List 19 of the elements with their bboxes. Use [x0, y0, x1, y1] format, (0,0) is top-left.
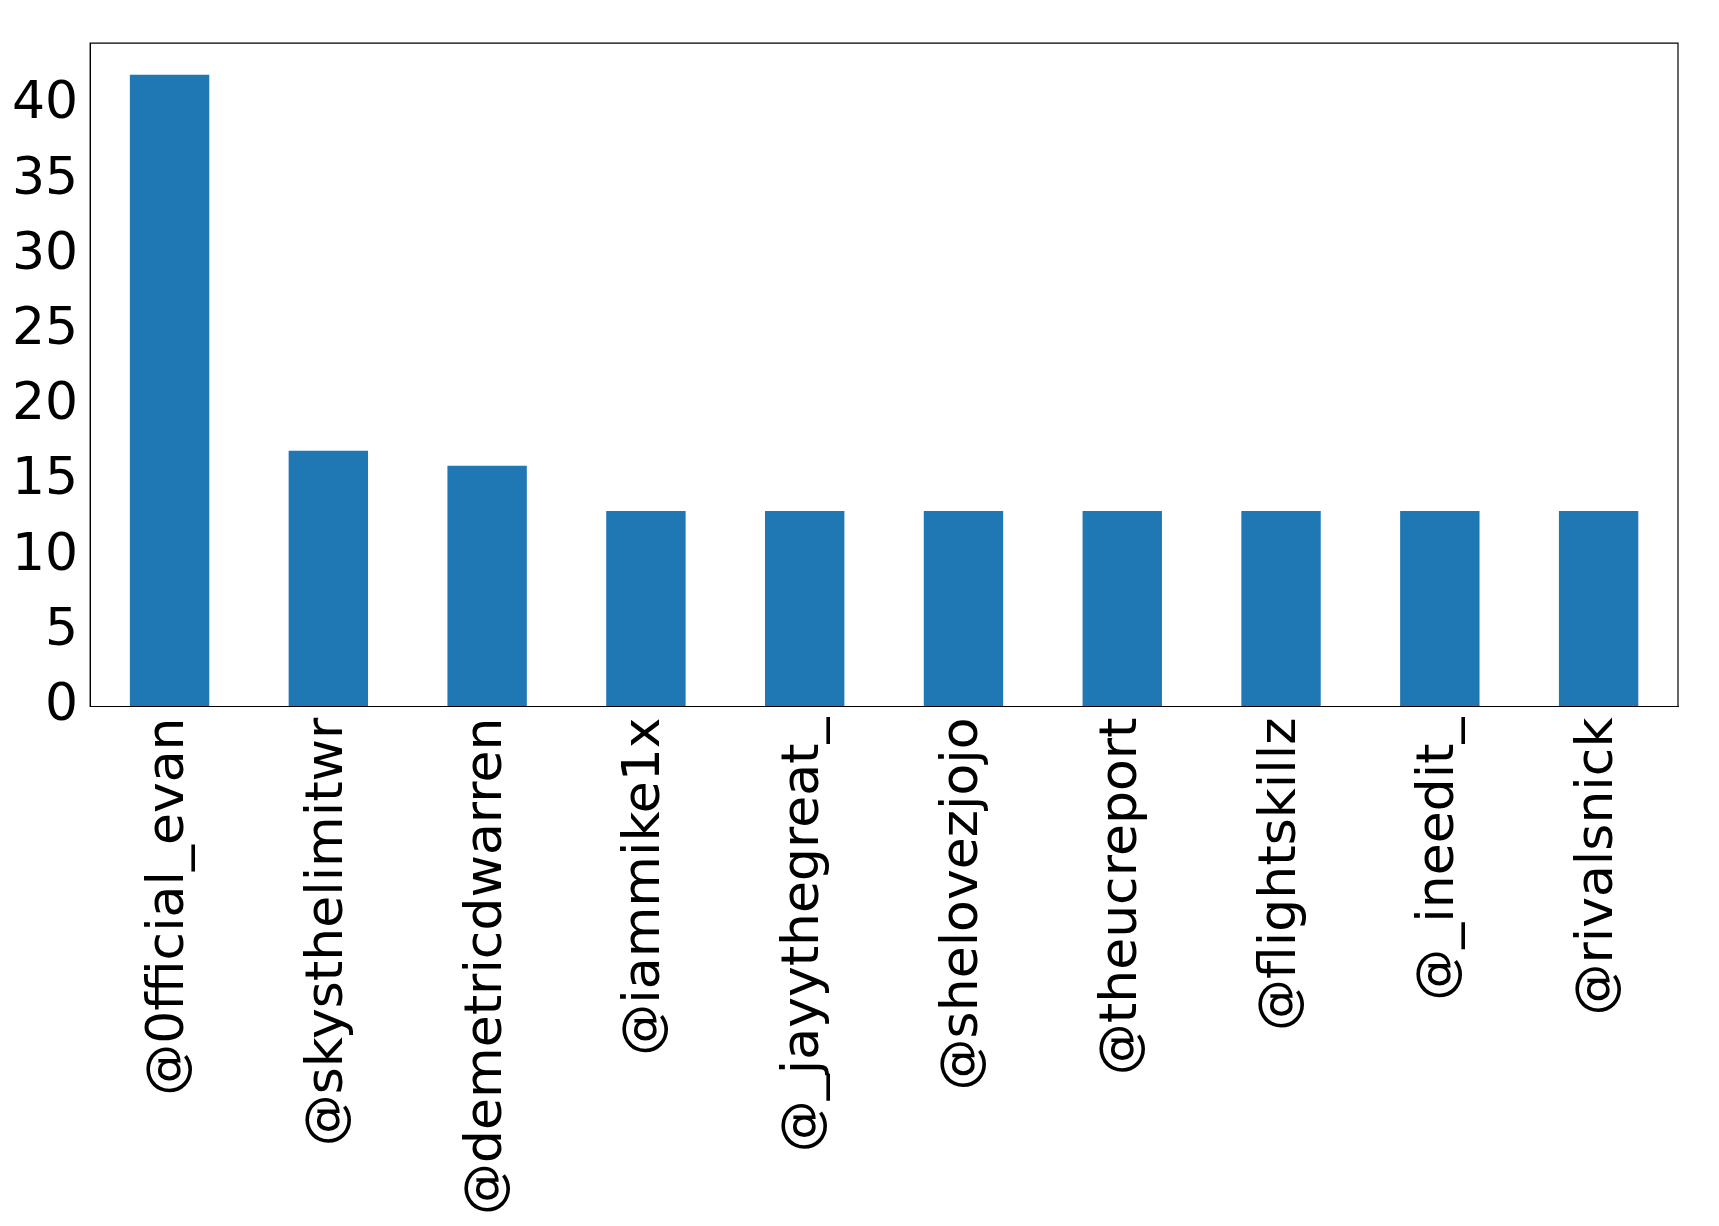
- x-tick-label: @iammike1x: [611, 717, 672, 1056]
- x-tick-label: @_jayythegreat_: [770, 716, 831, 1153]
- y-tick-label: 5: [45, 596, 79, 657]
- y-tick-label: 20: [12, 371, 79, 432]
- x-tick-label: @flightskillz: [1246, 717, 1307, 1031]
- x-tick-label: @_ineedit_: [1405, 716, 1466, 1001]
- y-tick-label: 0: [45, 672, 79, 733]
- y-tick-label: 10: [12, 521, 79, 582]
- x-tick-label: @rivalsnick: [1564, 717, 1625, 1016]
- x-tick-label: @theucreport: [1087, 717, 1148, 1076]
- y-tick-label: 30: [12, 220, 79, 281]
- y-tick-label: 40: [12, 70, 79, 131]
- x-tick-label: @shelovezjojo: [928, 717, 989, 1091]
- y-tick-label: 35: [12, 145, 79, 206]
- y-tick-label: 15: [12, 446, 79, 507]
- x-tick-label: @0fficial_evan: [135, 717, 196, 1096]
- y-tick-label: 25: [12, 295, 79, 356]
- x-tick-label: @demetricdwarren: [452, 717, 513, 1216]
- x-tick-label: @skysthelimitwr: [293, 716, 354, 1147]
